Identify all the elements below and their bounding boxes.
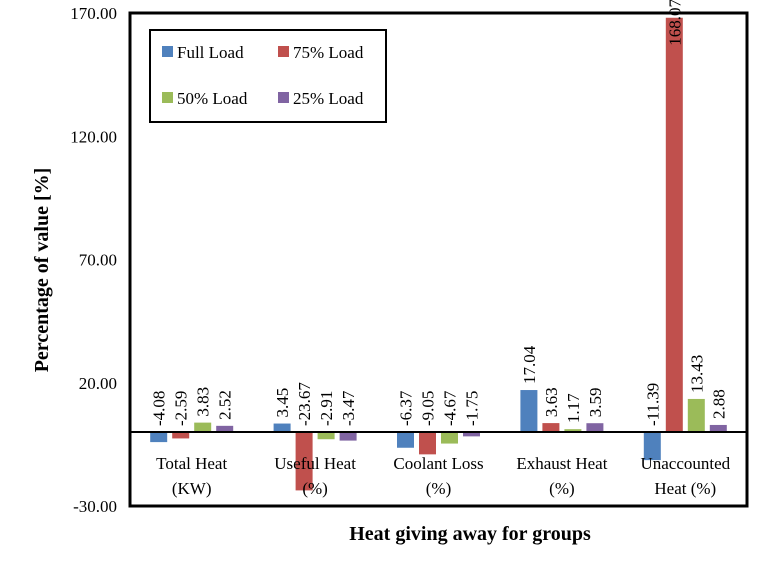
- legend-label: 75% Load: [293, 43, 364, 62]
- x-category-label: (%): [549, 479, 574, 498]
- bar-data-label: 2.52: [216, 390, 235, 420]
- bar-data-label: -2.59: [172, 391, 191, 426]
- bar-series: [150, 17, 727, 491]
- x-category-label: Total Heat: [156, 454, 227, 473]
- y-tick-label: -30.00: [73, 497, 117, 516]
- bar: [643, 432, 661, 461]
- bar-data-label: -9.05: [419, 391, 438, 426]
- y-tick-label: 120.00: [70, 127, 117, 146]
- legend: Full Load 75% Load 50% Load 25% Load: [149, 29, 387, 123]
- y-tick-label: 70.00: [79, 251, 117, 270]
- bar: [463, 432, 480, 437]
- bar: [295, 432, 313, 491]
- x-category-label: Exhaust Heat: [516, 454, 607, 473]
- x-category-label: Useful Heat: [274, 454, 356, 473]
- bar: [150, 432, 168, 443]
- legend-swatch: [278, 46, 289, 57]
- x-category-label: Coolant Loss: [393, 454, 483, 473]
- legend-box: [149, 29, 387, 123]
- bar: [194, 422, 212, 433]
- x-axis-title: Heat giving away for groups: [349, 523, 591, 545]
- x-category-label: (%): [426, 479, 451, 498]
- bar-data-label: 168.07: [665, 0, 684, 46]
- bar: [586, 423, 604, 433]
- bar: [216, 425, 234, 433]
- bar: [709, 424, 727, 433]
- bar-data-label: 2.88: [709, 389, 728, 419]
- bar-data-label: -11.39: [643, 383, 662, 426]
- bar-data-label: 13.43: [687, 355, 706, 393]
- bar-data-label: -2.91: [317, 391, 336, 426]
- bar: [441, 432, 458, 444]
- bar: [419, 432, 436, 455]
- bar-data-label: -23.67: [295, 382, 314, 426]
- bar: [520, 390, 538, 433]
- bar: [564, 429, 582, 433]
- x-category-label: Unaccounted: [640, 454, 730, 473]
- bar: [339, 432, 357, 441]
- bar: [542, 423, 560, 433]
- y-tick-label: 20.00: [79, 374, 117, 393]
- legend-swatch: [278, 92, 289, 103]
- bar: [317, 432, 335, 440]
- bar-data-label: 1.17: [564, 393, 583, 423]
- x-category-label: (KW): [172, 479, 212, 498]
- bar: [397, 432, 414, 448]
- bar: [172, 432, 190, 439]
- data-labels: -4.08 -2.59 3.83 2.52 3.45 -23.67 -2.91 -3.47 -6…: [150, 0, 729, 426]
- bar-data-label: -4.08: [150, 391, 169, 426]
- legend-label: 50% Load: [177, 89, 248, 108]
- legend-label: 25% Load: [293, 89, 364, 108]
- y-axis-ticks: 170.00 120.00 70.00 20.00 -30.00: [70, 4, 117, 516]
- bar-data-label: -6.37: [397, 390, 416, 426]
- bar-data-label: -3.47: [339, 390, 358, 426]
- bar: [665, 17, 683, 433]
- y-axis-title: Percentage of value [%]: [31, 168, 53, 373]
- legend-swatch: [162, 92, 173, 103]
- x-category-label: Heat (%): [654, 479, 716, 498]
- bar-data-label: 3.83: [194, 387, 213, 417]
- bar-data-label: -1.75: [463, 391, 482, 426]
- x-axis-category-labels: Total Heat (KW) Useful Heat (%) Coolant Loss…: [156, 454, 730, 498]
- bar: [687, 398, 705, 433]
- bar-data-label: 3.59: [586, 387, 605, 417]
- bar-data-label: 3.45: [273, 388, 292, 418]
- bar: [273, 423, 291, 433]
- x-category-label: (%): [302, 479, 327, 498]
- legend-label: Full Load: [177, 43, 244, 62]
- plot-area-frame: [128, 11, 749, 508]
- legend-swatch: [162, 46, 173, 57]
- bar-data-label: -4.67: [441, 390, 460, 426]
- bar-data-label: 17.04: [520, 345, 539, 384]
- y-tick-label: 170.00: [70, 4, 117, 23]
- bar-data-label: 3.63: [542, 387, 561, 417]
